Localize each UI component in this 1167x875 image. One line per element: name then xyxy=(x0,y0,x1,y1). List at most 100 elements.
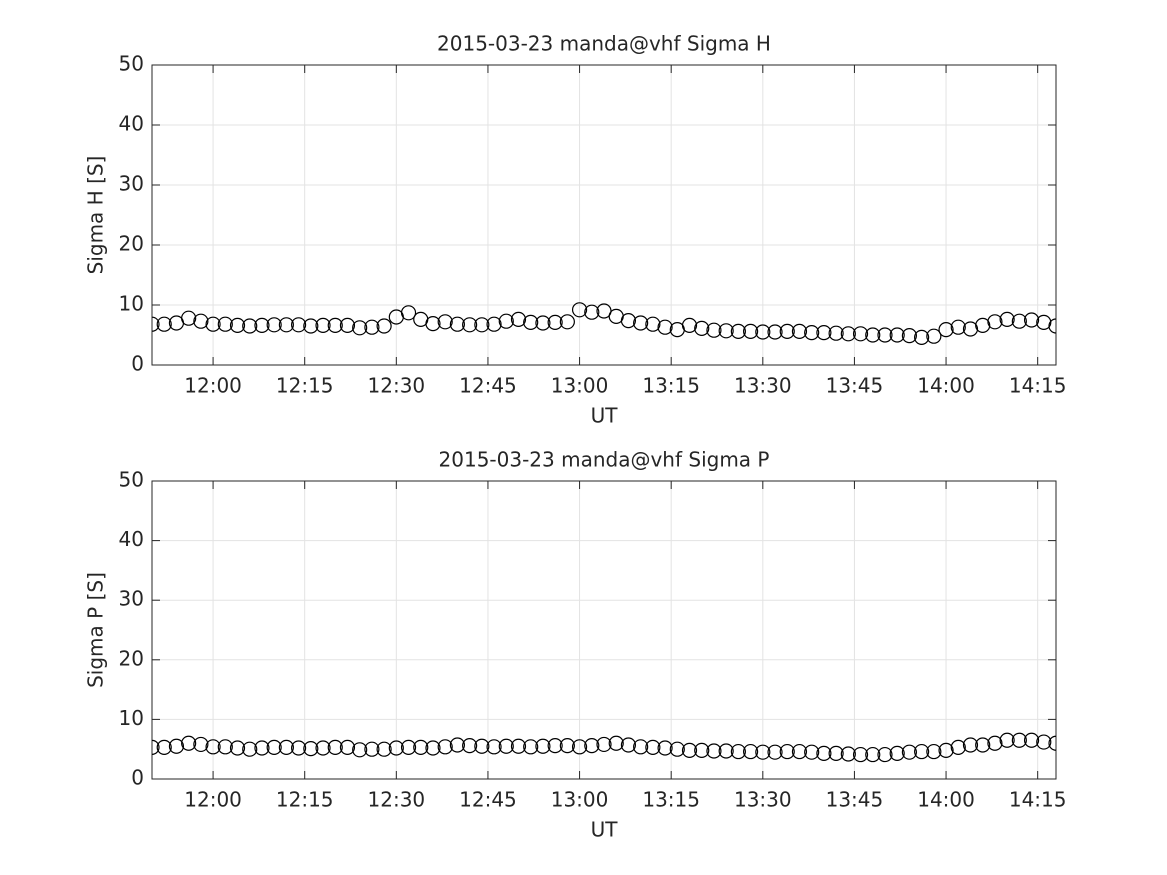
x-tick-label: 13:15 xyxy=(642,788,700,812)
marker xyxy=(510,311,527,327)
plot-area xyxy=(152,65,1056,365)
marker xyxy=(303,741,319,757)
marker xyxy=(620,313,637,329)
marker xyxy=(791,743,808,760)
marker xyxy=(633,315,649,331)
marker xyxy=(156,739,172,756)
marker xyxy=(1036,314,1052,330)
y-tick-label: 40 xyxy=(119,527,144,551)
y-tick-label: 30 xyxy=(119,172,144,196)
marker xyxy=(804,744,820,760)
chart-title: 2015-03-23 manda@vhf Sigma P xyxy=(439,448,770,472)
y-tick-label: 20 xyxy=(119,232,144,256)
marker xyxy=(376,741,392,757)
marker xyxy=(840,746,856,762)
marker xyxy=(339,739,356,756)
marker xyxy=(217,316,233,332)
marker xyxy=(535,315,551,331)
marker xyxy=(914,743,930,760)
plot-area xyxy=(152,481,1056,779)
x-tick-label: 13:30 xyxy=(734,374,792,398)
marker xyxy=(657,319,673,335)
marker xyxy=(645,316,661,332)
marker xyxy=(694,320,710,336)
marker xyxy=(840,326,856,342)
marker xyxy=(950,739,966,756)
marker xyxy=(950,319,966,335)
x-tick-label: 12:45 xyxy=(459,374,517,398)
marker xyxy=(462,317,478,333)
marker xyxy=(914,329,930,345)
marker xyxy=(364,741,380,757)
marker xyxy=(376,318,392,334)
marker xyxy=(730,323,746,339)
y-tick-label: 50 xyxy=(119,52,144,76)
y-tick-label: 0 xyxy=(131,352,144,376)
marker xyxy=(828,745,844,761)
marker xyxy=(852,746,869,763)
marker xyxy=(889,327,905,343)
marker xyxy=(889,745,905,761)
marker xyxy=(706,322,722,338)
y-tick-label: 20 xyxy=(119,646,144,670)
marker xyxy=(816,745,832,761)
marker xyxy=(730,743,746,760)
marker xyxy=(315,317,331,333)
x-tick-label: 14:00 xyxy=(917,788,975,812)
marker xyxy=(523,314,539,330)
marker xyxy=(755,744,771,760)
marker xyxy=(339,317,356,333)
marker xyxy=(1048,318,1056,334)
x-axis-label: UT xyxy=(591,404,619,428)
marker xyxy=(559,314,575,330)
marker xyxy=(657,740,673,756)
x-tick-label: 12:15 xyxy=(276,788,334,812)
marker xyxy=(571,302,588,318)
x-tick-label: 13:15 xyxy=(642,374,700,398)
marker xyxy=(706,743,722,759)
axes-box xyxy=(151,480,1057,780)
marker xyxy=(400,739,417,756)
marker xyxy=(999,732,1015,748)
marker xyxy=(181,735,197,751)
marker xyxy=(352,742,368,758)
marker xyxy=(193,313,209,329)
marker xyxy=(865,746,881,763)
marker xyxy=(877,327,893,343)
markers xyxy=(152,732,1056,763)
marker xyxy=(779,323,795,339)
marker xyxy=(816,325,832,341)
marker xyxy=(254,740,270,756)
marker xyxy=(229,740,246,756)
marker xyxy=(547,738,563,754)
x-tick-label: 14:15 xyxy=(1009,788,1067,812)
marker xyxy=(352,320,368,336)
x-tick-label: 13:30 xyxy=(734,788,792,812)
marker xyxy=(254,317,270,333)
marker xyxy=(633,739,649,755)
marker xyxy=(718,323,734,339)
x-tick-label: 13:45 xyxy=(826,788,884,812)
marker xyxy=(559,738,575,754)
marker xyxy=(608,735,624,751)
marker xyxy=(327,739,343,756)
x-tick-label: 13:45 xyxy=(826,374,884,398)
marker xyxy=(315,740,331,756)
marker xyxy=(962,737,979,753)
axes-box xyxy=(151,64,1057,366)
marker xyxy=(242,741,258,757)
marker xyxy=(388,740,404,756)
marker xyxy=(938,322,954,338)
x-axis-label: UT xyxy=(591,818,619,842)
marker xyxy=(681,317,698,333)
marker xyxy=(828,325,844,341)
y-axis-label: Sigma P [S] xyxy=(84,572,108,688)
marker xyxy=(535,738,551,754)
marker xyxy=(486,739,502,755)
x-tick-label: 12:30 xyxy=(368,788,426,812)
marker xyxy=(584,304,600,320)
marker xyxy=(498,313,514,329)
marker xyxy=(999,311,1015,327)
marker xyxy=(975,737,991,753)
marker xyxy=(156,316,172,332)
